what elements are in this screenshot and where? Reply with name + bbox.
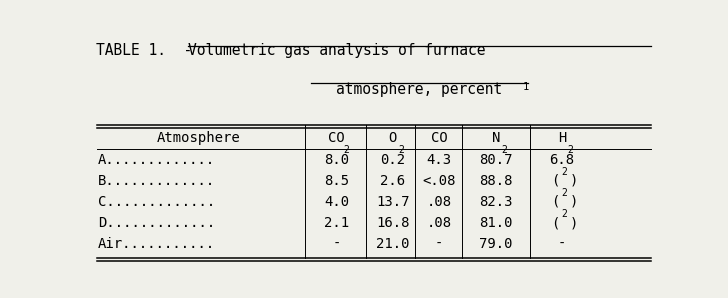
- Text: 16.8: 16.8: [376, 216, 410, 230]
- Text: 8.0: 8.0: [324, 153, 349, 167]
- Text: -: -: [558, 237, 566, 251]
- Text: .08: .08: [427, 195, 451, 209]
- Text: ): ): [569, 195, 578, 209]
- Text: CO: CO: [431, 131, 448, 145]
- Text: H: H: [558, 131, 566, 145]
- Text: (: (: [551, 174, 559, 188]
- Text: 0.2: 0.2: [380, 153, 405, 167]
- Text: 8.5: 8.5: [324, 174, 349, 188]
- Text: D.............: D.............: [98, 216, 215, 230]
- Text: -: -: [332, 237, 341, 251]
- Text: 2: 2: [398, 145, 404, 155]
- Text: 4.3: 4.3: [427, 153, 451, 167]
- Text: 4.0: 4.0: [324, 195, 349, 209]
- Text: 2.1: 2.1: [324, 216, 349, 230]
- Text: <.08: <.08: [422, 174, 456, 188]
- Text: (: (: [551, 195, 559, 209]
- Text: TABLE 1.  -: TABLE 1. -: [95, 43, 200, 58]
- Text: 2: 2: [561, 167, 567, 177]
- Text: 2: 2: [561, 188, 567, 198]
- Text: ): ): [569, 174, 578, 188]
- Text: O: O: [389, 131, 397, 145]
- Text: 1: 1: [523, 82, 529, 92]
- Text: 6.8: 6.8: [550, 153, 574, 167]
- Text: -: -: [435, 237, 443, 251]
- Text: 88.8: 88.8: [479, 174, 513, 188]
- Text: 13.7: 13.7: [376, 195, 410, 209]
- Text: Air...........: Air...........: [98, 237, 215, 251]
- Text: 2: 2: [567, 145, 573, 155]
- Text: 79.0: 79.0: [479, 237, 513, 251]
- Text: 81.0: 81.0: [479, 216, 513, 230]
- Text: 2: 2: [501, 145, 507, 155]
- Text: ): ): [569, 216, 578, 230]
- Text: 80.7: 80.7: [479, 153, 513, 167]
- Text: 2: 2: [561, 209, 567, 219]
- Text: atmosphere, percent: atmosphere, percent: [336, 82, 502, 97]
- Text: 21.0: 21.0: [376, 237, 410, 251]
- Text: (: (: [551, 216, 559, 230]
- Text: B.............: B.............: [98, 174, 215, 188]
- Text: 2: 2: [344, 145, 349, 155]
- Text: A.............: A.............: [98, 153, 215, 167]
- Text: Atmosphere: Atmosphere: [157, 131, 240, 145]
- Text: 82.3: 82.3: [479, 195, 513, 209]
- Text: CO: CO: [328, 131, 345, 145]
- Text: 2.6: 2.6: [380, 174, 405, 188]
- Text: Volumetric gas analysis of furnace: Volumetric gas analysis of furnace: [188, 43, 486, 58]
- Text: .08: .08: [427, 216, 451, 230]
- Text: C.............: C.............: [98, 195, 215, 209]
- Text: N: N: [492, 131, 500, 145]
